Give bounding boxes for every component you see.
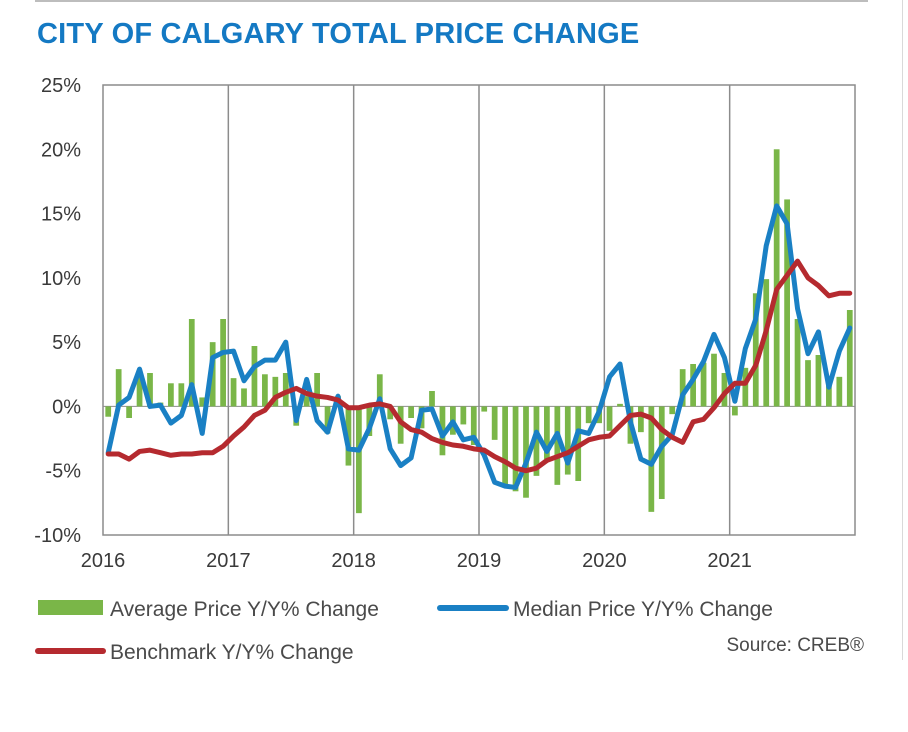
average-price-bar <box>188 319 195 407</box>
y-tick-label: -5% <box>45 461 81 483</box>
average-price-bar <box>397 406 404 444</box>
average-price-bar <box>784 199 790 407</box>
average-price-bar <box>502 406 508 488</box>
average-price-bar <box>376 374 383 407</box>
average-price-bar <box>470 406 477 445</box>
y-tick-label: 10% <box>41 268 81 290</box>
x-tick-label: 2021 <box>707 550 752 572</box>
benchmark-line <box>105 258 853 474</box>
average-price-bar <box>658 406 665 499</box>
average-price-bar <box>638 406 644 433</box>
average-price-bar <box>794 319 801 407</box>
average-price-bar <box>512 406 519 492</box>
average-price-bar <box>721 373 728 407</box>
average-price-bar <box>136 376 143 407</box>
x-tick-label: 2019 <box>457 550 502 572</box>
average-price-bar <box>533 406 540 476</box>
average-price-bar <box>648 406 655 512</box>
average-price-bar <box>742 367 749 407</box>
average-price-bar <box>115 369 122 407</box>
average-price-bar <box>241 388 247 407</box>
average-price-bar <box>732 406 738 416</box>
average-price-bar <box>262 374 268 407</box>
average-price-bar <box>199 397 206 407</box>
legend-label-median: Median Price Y/Y% Change <box>513 598 773 621</box>
top-rule <box>35 0 868 2</box>
axis-layer: -10% -5% 0% 5% 10% 15% 20% 25% 2016 2017 2018 2019 2… <box>34 75 752 572</box>
average-price-bar <box>617 403 623 407</box>
benchmark-line-layer <box>105 258 853 474</box>
average-price-bar <box>272 376 279 407</box>
average-price-bar <box>126 406 132 418</box>
grid-layer <box>102 84 856 536</box>
x-tick-label: 2017 <box>206 550 251 572</box>
median-price-line <box>105 203 853 490</box>
y-tick-label: 0% <box>52 396 81 418</box>
average-price-bar <box>564 406 571 475</box>
average-price-bar <box>387 406 394 420</box>
x-tick-label: 2018 <box>331 550 376 572</box>
average-price-bar <box>105 406 112 417</box>
average-price-bar <box>690 364 696 407</box>
average-price-bar <box>491 406 498 440</box>
average-price-bar <box>168 383 174 407</box>
legend-label-average: Average Price Y/Y% Change <box>110 598 379 621</box>
average-price-bar <box>220 319 226 407</box>
average-price-bar <box>679 369 686 407</box>
average-price-bar <box>763 279 770 407</box>
y-tick-label: -10% <box>34 525 81 547</box>
average-price-bar <box>356 406 362 514</box>
average-price-bar <box>836 376 843 407</box>
average-price-bar <box>544 406 550 460</box>
average-price-bar <box>324 406 331 434</box>
average-price-bar <box>429 391 435 407</box>
average-price-bar <box>554 406 561 485</box>
average-price-bar <box>752 293 759 407</box>
chart-title: CITY OF CALGARY TOTAL PRICE CHANGE <box>37 18 640 50</box>
average-price-bar <box>303 396 310 407</box>
y-tick-label: 25% <box>41 75 81 97</box>
average-price-bar <box>251 346 258 407</box>
average-price-bar <box>846 310 853 407</box>
average-price-bar <box>523 406 529 498</box>
average-price-bar <box>815 355 822 407</box>
average-price-bar <box>481 406 488 412</box>
x-tick-label: 2016 <box>81 550 126 572</box>
median-price-line-layer <box>105 203 853 490</box>
legend-swatch-average <box>38 600 103 615</box>
average-price-bar <box>773 149 780 407</box>
average-price-bar <box>460 406 467 425</box>
legend: Average Price Y/Y% Change Median Price Y/… <box>35 598 773 664</box>
average-price-bar <box>669 406 676 415</box>
right-rule <box>902 0 903 660</box>
average-price-bar <box>700 362 707 407</box>
average-price-bar <box>606 406 613 431</box>
x-tick-label: 2020 <box>582 550 627 572</box>
average-price-bar <box>408 406 414 418</box>
average-price-bar <box>178 383 185 407</box>
average-price-bar <box>826 383 832 407</box>
average-price-bar <box>147 373 153 407</box>
average-price-bar <box>314 373 320 407</box>
source-note: Source: CREB® <box>726 635 864 656</box>
average-price-bar <box>805 360 811 407</box>
y-tick-label: 20% <box>41 139 81 161</box>
y-tick-label: 5% <box>52 332 81 354</box>
legend-label-benchmark: Benchmark Y/Y% Change <box>110 641 354 664</box>
average-price-bar <box>230 378 237 407</box>
average-price-bar <box>345 406 352 466</box>
average-price-bar <box>711 353 717 407</box>
y-tick-label: 15% <box>41 204 81 226</box>
average-price-bar <box>585 406 592 424</box>
